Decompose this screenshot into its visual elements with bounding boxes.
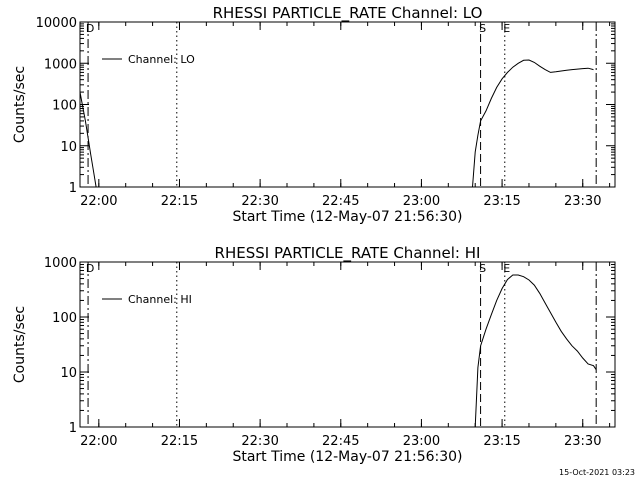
y-tick-label: 10000 bbox=[36, 16, 77, 31]
plot-frame bbox=[79, 21, 616, 188]
y-tick-label: 1 bbox=[69, 181, 77, 196]
y-tick-label: 100 bbox=[52, 99, 77, 114]
x-tick-label: 22:15 bbox=[161, 194, 198, 209]
x-tick-label: 23:15 bbox=[483, 194, 520, 209]
series-line bbox=[79, 92, 97, 188]
chart-panel-1: RHESSI PARTICLE_RATE Channel: LO 1 10 100 10… bbox=[12, 4, 616, 225]
y-tick-label: 1000 bbox=[44, 256, 77, 271]
legend-label: Channel: HI bbox=[128, 293, 192, 306]
event-marker-label: D bbox=[86, 262, 94, 275]
x-tick-label: 22:00 bbox=[80, 434, 117, 449]
x-axis-label: Start Time (12-May-07 21:56:30) bbox=[232, 449, 462, 465]
series-line bbox=[474, 274, 597, 428]
y-tick-label: 10 bbox=[60, 140, 77, 155]
y-tick-label: 10 bbox=[60, 366, 77, 381]
event-marker-label: S bbox=[479, 262, 486, 275]
x-tick-label: 23:00 bbox=[403, 194, 440, 209]
y-tick-label: 1 bbox=[69, 421, 77, 436]
y-axis-label: Counts/sec bbox=[12, 66, 28, 143]
plot-frame bbox=[79, 261, 616, 428]
timestamp: 15-Oct-2021 03:23 bbox=[559, 468, 635, 477]
series-line bbox=[472, 59, 594, 188]
x-tick-label: 22:45 bbox=[322, 194, 359, 209]
chart-title: RHESSI PARTICLE_RATE Channel: HI bbox=[215, 244, 481, 263]
x-axis-label: Start Time (12-May-07 21:56:30) bbox=[232, 209, 462, 225]
x-tick-label: 23:30 bbox=[564, 194, 601, 209]
x-tick-label: 22:00 bbox=[80, 194, 117, 209]
y-axis-label: Counts/sec bbox=[12, 306, 28, 383]
chart-title: RHESSI PARTICLE_RATE Channel: LO bbox=[213, 4, 483, 23]
x-tick-label: 22:30 bbox=[241, 434, 278, 449]
y-tick-label: 1000 bbox=[44, 57, 77, 72]
event-marker-label: S bbox=[479, 22, 486, 35]
x-tick-label: 22:30 bbox=[241, 194, 278, 209]
y-tick-label: 100 bbox=[52, 311, 77, 326]
event-marker-label: E bbox=[503, 262, 510, 275]
x-tick-label: 22:45 bbox=[322, 434, 359, 449]
x-tick-label: 23:00 bbox=[403, 434, 440, 449]
event-marker-label: D bbox=[86, 22, 94, 35]
x-tick-label: 22:15 bbox=[161, 434, 198, 449]
legend-label: Channel: LO bbox=[128, 53, 195, 66]
event-marker-label: E bbox=[503, 22, 510, 35]
chart-panel-2: RHESSI PARTICLE_RATE Channel: HI 1 10 100 10… bbox=[12, 244, 616, 465]
x-tick-label: 23:15 bbox=[483, 434, 520, 449]
x-tick-label: 23:30 bbox=[564, 434, 601, 449]
